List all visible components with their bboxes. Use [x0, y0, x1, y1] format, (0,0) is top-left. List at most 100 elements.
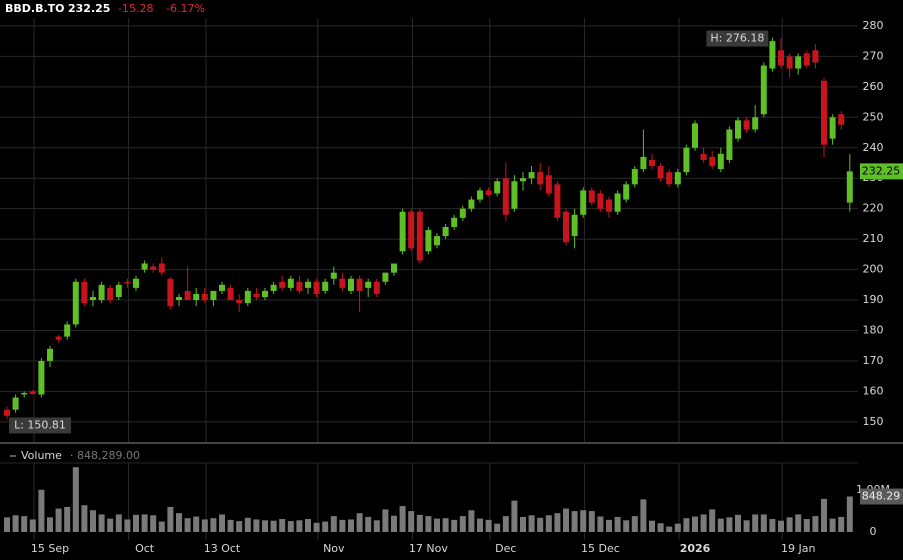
- candle-body: [700, 153, 707, 160]
- candle-body: [451, 217, 458, 227]
- candle-body: [133, 278, 139, 288]
- annotation-box: [9, 417, 71, 434]
- x-tick-label: Dec: [495, 542, 516, 555]
- candle-body: [21, 392, 28, 395]
- volume-readout: 848,289.00: [77, 449, 140, 462]
- volume-bar: [38, 489, 45, 532]
- volume-bar: [348, 519, 354, 532]
- candle-body: [597, 193, 604, 209]
- candle-body: [287, 278, 294, 288]
- price-tag: [860, 163, 903, 180]
- candle-body: [442, 226, 449, 237]
- volume-bar: [821, 498, 827, 532]
- volume-bar: [210, 518, 217, 532]
- y-tick-label: 270: [863, 49, 884, 62]
- volume-bar: [726, 517, 733, 532]
- volume-bar: [21, 516, 28, 532]
- candle-body: [786, 56, 793, 69]
- candle-body: [322, 281, 329, 291]
- volume-bar: [563, 508, 569, 532]
- x-tick-label: 13 Oct: [204, 542, 241, 555]
- candle-body: [606, 199, 612, 212]
- volume-bar: [47, 517, 53, 532]
- volume-bar: [141, 514, 148, 532]
- annotation-box: [706, 30, 769, 47]
- y-tick-label: 200: [863, 263, 884, 276]
- candle-body: [167, 278, 174, 307]
- candle-body: [72, 281, 79, 325]
- volume-bar: [477, 518, 483, 532]
- candle-body: [262, 290, 268, 298]
- candle-body: [726, 129, 733, 160]
- candle-body: [98, 284, 105, 301]
- volume-bar: [365, 516, 372, 532]
- x-tick-label: 19 Jan: [781, 542, 815, 555]
- candle-body: [115, 284, 122, 298]
- candle-body: [468, 199, 475, 209]
- volume-bar: [597, 516, 604, 532]
- candle-body: [846, 171, 853, 203]
- annotation: L: 150.81: [14, 418, 66, 431]
- volume-bar: [769, 519, 776, 532]
- candle-body: [227, 287, 234, 301]
- candle-body: [778, 50, 784, 66]
- candle-body: [399, 211, 406, 252]
- candle-body: [537, 172, 544, 185]
- candle-body: [760, 65, 767, 115]
- volume-bar: [795, 514, 802, 532]
- volume-bar: [201, 519, 208, 532]
- candle-body: [356, 278, 363, 291]
- volume-bar: [391, 515, 397, 532]
- candle-body: [631, 169, 638, 185]
- candle-body: [193, 293, 200, 301]
- candle-body: [743, 120, 750, 130]
- volume-bar: [494, 523, 501, 532]
- y-tick-label: 240: [863, 141, 884, 154]
- volume-bar: [554, 513, 561, 532]
- candle-body: [141, 263, 148, 270]
- volume-bar: [674, 523, 681, 532]
- candle-body: [55, 336, 62, 340]
- volume-bar: [812, 516, 819, 532]
- volume-bar: [107, 518, 114, 532]
- volume-bar: [253, 519, 260, 532]
- volume-bar: [29, 519, 36, 532]
- candle-body: [176, 297, 182, 301]
- volume-bar: [537, 517, 544, 532]
- volume-bar: [287, 521, 294, 532]
- candle-body: [494, 181, 501, 194]
- candle-body: [270, 284, 277, 291]
- volume-bar: [692, 516, 698, 532]
- candle-body: [614, 193, 621, 212]
- volume-bar: [640, 499, 647, 532]
- volume-bar: [442, 518, 449, 532]
- volume-bar: [227, 519, 234, 532]
- candle-body: [348, 278, 354, 291]
- candle-body: [150, 266, 157, 270]
- volume-bar: [12, 515, 19, 532]
- volume-bar: [803, 519, 810, 532]
- candle-body: [485, 190, 492, 195]
- volume-bar: [434, 518, 440, 532]
- volume-tick-label: 0: [870, 525, 877, 538]
- candle-body: [666, 172, 673, 185]
- candle-body: [588, 190, 595, 203]
- volume-bar: [279, 519, 286, 532]
- candle-body: [803, 53, 810, 66]
- candle-body: [313, 281, 320, 294]
- volume-bar: [90, 510, 96, 532]
- volume-bar: [399, 506, 406, 532]
- volume-bar: [236, 521, 243, 532]
- candle-body: [4, 409, 10, 416]
- x-tick-label: Oct: [135, 542, 155, 555]
- volume-bar: [55, 508, 62, 532]
- volume-bar: [72, 467, 79, 532]
- price-tag-label: 232.25: [862, 164, 901, 177]
- volume-bar: [838, 516, 845, 532]
- volume-bar: [244, 517, 251, 532]
- candle-body: [382, 272, 389, 282]
- dot: ·: [70, 449, 74, 462]
- volume-bar: [322, 521, 329, 532]
- change-percent: -6.17%: [166, 2, 205, 15]
- volume-bar: [666, 526, 673, 532]
